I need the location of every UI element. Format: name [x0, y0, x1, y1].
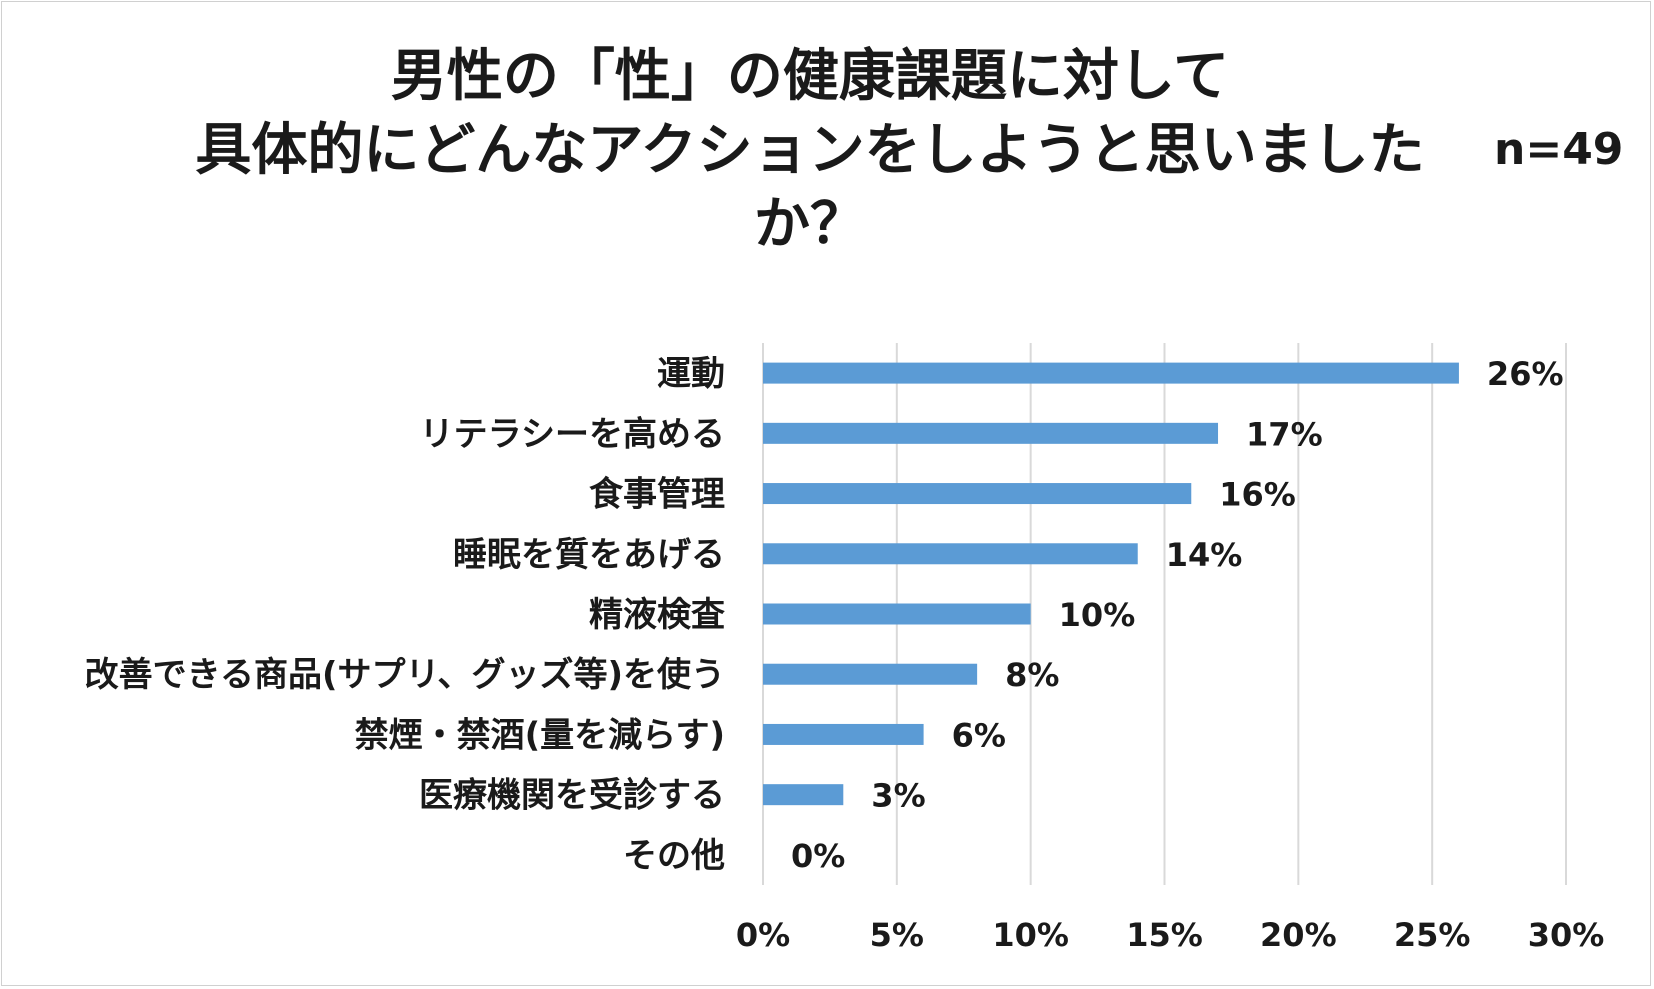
category-label: その他 — [623, 836, 725, 876]
category-label: リテラシーを高める — [420, 414, 725, 454]
bar — [763, 784, 844, 806]
bar — [763, 483, 1192, 505]
data-label: 10% — [1059, 596, 1136, 634]
data-label: 0% — [791, 837, 845, 875]
data-label: 16% — [1219, 476, 1296, 514]
x-tick-label: 15% — [1126, 916, 1203, 954]
category-label: 医療機関を受診する — [419, 776, 725, 816]
sample-size: n=49 — [1494, 124, 1624, 175]
bar — [763, 362, 1459, 384]
chart-title: 男性の「性」の健康課題に対して 具体的にどんなアクションをしようと思いました か… — [160, 40, 1460, 262]
category-label: 運動 — [657, 354, 725, 394]
x-tick-label: 5% — [870, 916, 924, 954]
data-label: 6% — [952, 716, 1006, 754]
category-label: 食事管理 — [589, 475, 725, 515]
x-tick-label: 10% — [992, 916, 1069, 954]
x-tick-label: 25% — [1394, 916, 1471, 954]
bar — [763, 723, 924, 745]
chart-title-line-1: 男性の「性」の健康課題に対して — [390, 44, 1230, 109]
data-label: 26% — [1487, 355, 1564, 393]
category-label: 禁煙・禁酒(量を減らす) — [355, 715, 725, 755]
category-label: 睡眠を質をあげる — [453, 535, 725, 575]
bar — [763, 543, 1138, 565]
category-label: 改善できる商品(サプリ、グッズ等)を使う — [85, 655, 725, 695]
bar — [763, 422, 1219, 444]
chart-title-line-2: 具体的にどんなアクションをしようと思いました — [195, 118, 1425, 183]
chart-title-line-3: か？ — [754, 192, 866, 257]
data-label: 8% — [1005, 656, 1059, 694]
bar — [763, 663, 978, 685]
category-label: 精液検査 — [589, 595, 725, 635]
bar — [763, 603, 1031, 625]
x-tick-label: 30% — [1528, 916, 1605, 954]
data-label: 17% — [1246, 415, 1323, 453]
data-label: 3% — [871, 777, 925, 815]
x-tick-label: 0% — [736, 916, 790, 954]
data-label: 14% — [1166, 536, 1243, 574]
x-tick-label: 20% — [1260, 916, 1337, 954]
